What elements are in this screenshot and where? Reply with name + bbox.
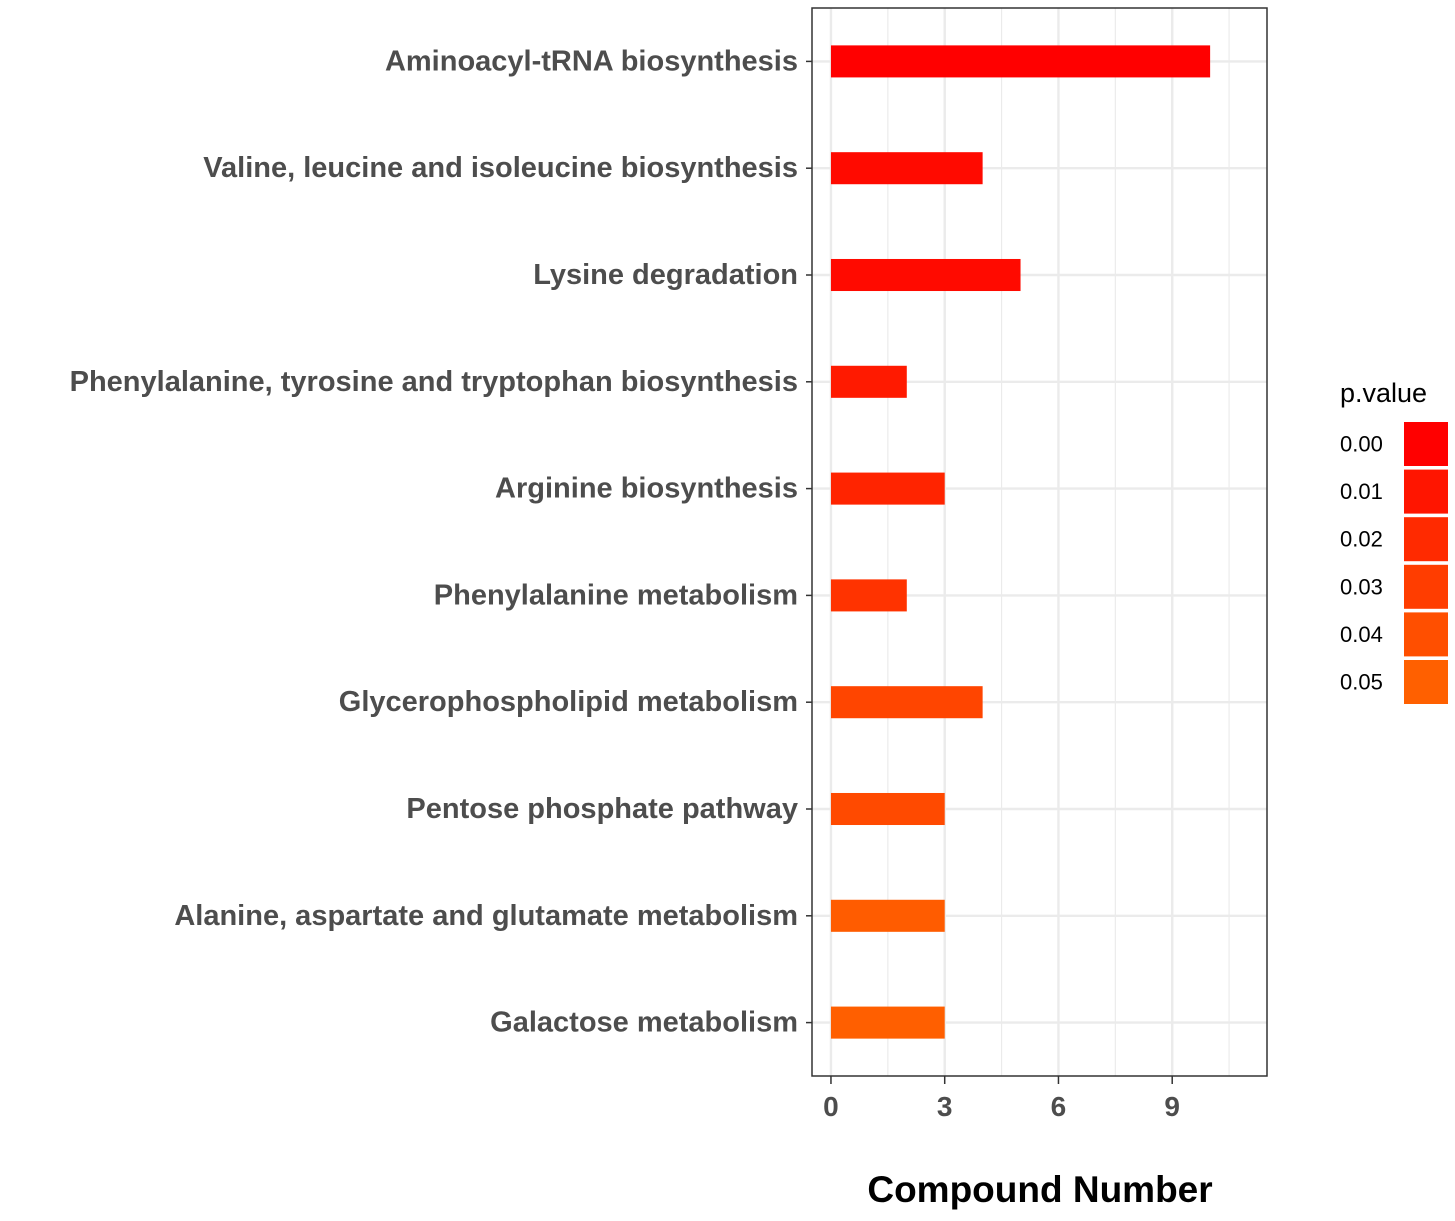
bar — [830, 899, 945, 932]
category-label: Glycerophospholipid metabolism — [339, 686, 798, 718]
legend-key — [1404, 612, 1448, 657]
category-label: Pentose phosphate pathway — [406, 793, 798, 825]
legend-key — [1404, 469, 1448, 514]
category-label: Aminoacyl-tRNA biosynthesis — [385, 45, 798, 77]
bar — [830, 792, 945, 826]
bar — [830, 152, 983, 185]
bar — [830, 45, 1211, 78]
x-tick-label: 3 — [937, 1091, 953, 1122]
legend: p.value 0.00 0.01 0.02 0.03 0.04 0.05 — [1340, 378, 1448, 704]
legend-key — [1404, 422, 1448, 466]
legend-label: 0.00 — [1340, 432, 1383, 457]
category-label: Lysine degradation — [533, 259, 798, 291]
legend-label: 0.04 — [1340, 622, 1383, 647]
bar — [830, 686, 983, 719]
legend-title: p.value — [1340, 378, 1427, 408]
bar — [830, 579, 907, 612]
category-label: Galactose metabolism — [490, 1007, 798, 1039]
legend-label: 0.02 — [1340, 527, 1383, 552]
category-label: Phenylalanine metabolism — [434, 579, 798, 611]
legend-label: 0.05 — [1340, 670, 1383, 695]
bar — [830, 365, 907, 398]
bars — [830, 45, 1211, 1039]
bar — [830, 472, 945, 505]
legend-label: 0.03 — [1340, 574, 1383, 599]
legend-label: 0.01 — [1340, 479, 1383, 504]
legend-key — [1404, 564, 1448, 609]
plot-panel-border — [811, 7, 1268, 1077]
x-tick-label: 9 — [1164, 1091, 1180, 1122]
category-label: Alanine, aspartate and glutamate metabol… — [174, 900, 798, 932]
x-tick-label: 6 — [1051, 1091, 1067, 1122]
x-tick-label: 0 — [823, 1091, 839, 1122]
category-label: Valine, leucine and isoleucine biosynthe… — [203, 152, 798, 184]
legend-key — [1404, 660, 1448, 704]
category-label: Arginine biosynthesis — [495, 473, 798, 505]
category-labels: Aminoacyl-tRNA biosynthesis Valine, leuci… — [70, 45, 812, 1039]
category-label: Phenylalanine, tyrosine and tryptophan b… — [70, 366, 798, 398]
x-axis-ticks: 0 3 6 9 — [823, 1076, 1180, 1122]
legend-key — [1404, 517, 1448, 562]
x-axis-title: Compound Number — [867, 1169, 1212, 1210]
bar — [830, 1006, 945, 1039]
bar — [830, 258, 1021, 292]
